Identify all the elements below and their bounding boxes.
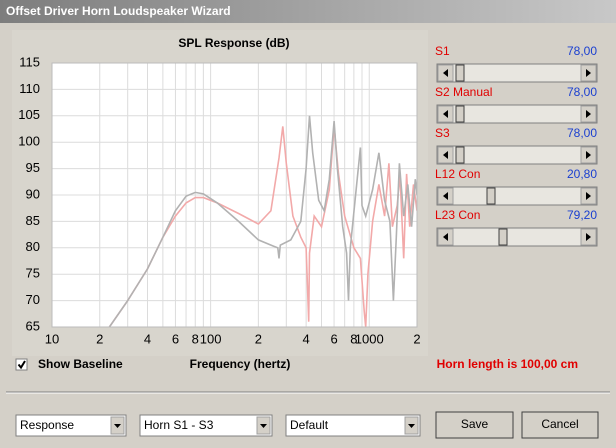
slider-thumb[interactable] bbox=[498, 228, 508, 246]
y-tick-label: 115 bbox=[19, 54, 40, 69]
x-tick-label: 4 bbox=[144, 331, 151, 346]
y-tick-label: 80 bbox=[26, 239, 40, 254]
arrow-icon bbox=[443, 110, 448, 118]
dropdown[interactable] bbox=[285, 414, 421, 437]
x-tick-label: 2 bbox=[255, 331, 262, 346]
slider-track[interactable] bbox=[436, 63, 598, 83]
plot-border bbox=[51, 62, 418, 328]
y-tick-label: 90 bbox=[26, 186, 40, 201]
slider-thumb[interactable] bbox=[486, 187, 496, 205]
arrow-icon bbox=[586, 233, 591, 241]
line-series bbox=[108, 115, 417, 327]
slider-value: 78,00 bbox=[567, 85, 597, 99]
arrow-icon bbox=[408, 424, 415, 428]
slider-label: S2 Manual bbox=[435, 85, 492, 99]
slider-track[interactable] bbox=[436, 186, 598, 206]
slider-label: L23 Con bbox=[435, 208, 480, 222]
slider-thumb[interactable] bbox=[455, 64, 465, 82]
line-series bbox=[108, 126, 417, 327]
dropdown[interactable] bbox=[139, 414, 273, 437]
x-tick-label: 2 bbox=[96, 331, 103, 346]
dropdown-text[interactable]: Response bbox=[20, 418, 74, 432]
window-title: Offset Driver Horn Loudspeaker Wizard bbox=[6, 4, 231, 18]
status-text: Horn length is 100,00 cm bbox=[437, 357, 578, 371]
dropdown-text[interactable]: Horn S1 - S3 bbox=[144, 418, 214, 432]
title-bar bbox=[0, 0, 616, 23]
button-text[interactable]: Cancel bbox=[541, 417, 578, 431]
slider-thumb[interactable] bbox=[455, 105, 465, 123]
slider-track[interactable] bbox=[436, 227, 598, 247]
check-mark[interactable] bbox=[17, 360, 26, 370]
chart-title: SPL Response (dB) bbox=[178, 36, 289, 50]
dropdown-text[interactable]: Default bbox=[290, 418, 329, 432]
y-tick-label: 100 bbox=[18, 134, 40, 149]
arrow-icon bbox=[586, 192, 591, 200]
slider-value: 78,00 bbox=[567, 44, 597, 58]
arrow-icon bbox=[443, 69, 448, 77]
x-tick-label: 4 bbox=[303, 331, 310, 346]
checkbox[interactable] bbox=[15, 358, 28, 371]
y-tick-label: 95 bbox=[26, 160, 40, 175]
x-tick-label: 8 bbox=[192, 331, 199, 346]
slider-track[interactable] bbox=[436, 104, 598, 124]
slider-value: 79,20 bbox=[567, 208, 597, 222]
button-text[interactable]: Save bbox=[461, 417, 489, 431]
x-axis-label: Frequency (hertz) bbox=[190, 357, 291, 371]
arrow-icon bbox=[443, 233, 448, 241]
x-tick-label: 2 bbox=[413, 331, 420, 346]
arrow-icon bbox=[586, 110, 591, 118]
button[interactable] bbox=[435, 411, 514, 439]
x-tick-label: 1000 bbox=[355, 331, 384, 346]
arrow-icon bbox=[443, 151, 448, 159]
x-tick-label: 6 bbox=[172, 331, 179, 346]
slider-label: L12 Con bbox=[435, 167, 480, 181]
slider-value: 20,80 bbox=[567, 167, 597, 181]
y-tick-label: 65 bbox=[26, 318, 40, 333]
arrow-icon bbox=[114, 424, 121, 428]
x-tick-label: 10 bbox=[45, 331, 59, 346]
y-tick-label: 105 bbox=[18, 107, 40, 122]
slider-label: S3 bbox=[435, 126, 450, 140]
arrow-icon bbox=[586, 151, 591, 159]
arrow-icon bbox=[586, 69, 591, 77]
arrow-icon bbox=[260, 424, 267, 428]
x-tick-label: 6 bbox=[330, 331, 337, 346]
checkbox-label[interactable]: Show Baseline bbox=[38, 357, 123, 371]
x-tick-label: 8 bbox=[350, 331, 357, 346]
y-tick-label: 110 bbox=[19, 81, 40, 96]
arrow-icon bbox=[443, 192, 448, 200]
x-tick-label: 100 bbox=[200, 331, 222, 346]
y-tick-label: 75 bbox=[26, 266, 40, 281]
slider-thumb[interactable] bbox=[455, 146, 465, 164]
button[interactable] bbox=[521, 411, 599, 439]
slider-track[interactable] bbox=[436, 145, 598, 165]
slider-value: 78,00 bbox=[567, 126, 597, 140]
slider-label: S1 bbox=[435, 44, 450, 58]
dropdown[interactable] bbox=[15, 414, 127, 437]
y-tick-label: 85 bbox=[26, 213, 40, 228]
y-tick-label: 70 bbox=[26, 292, 40, 307]
